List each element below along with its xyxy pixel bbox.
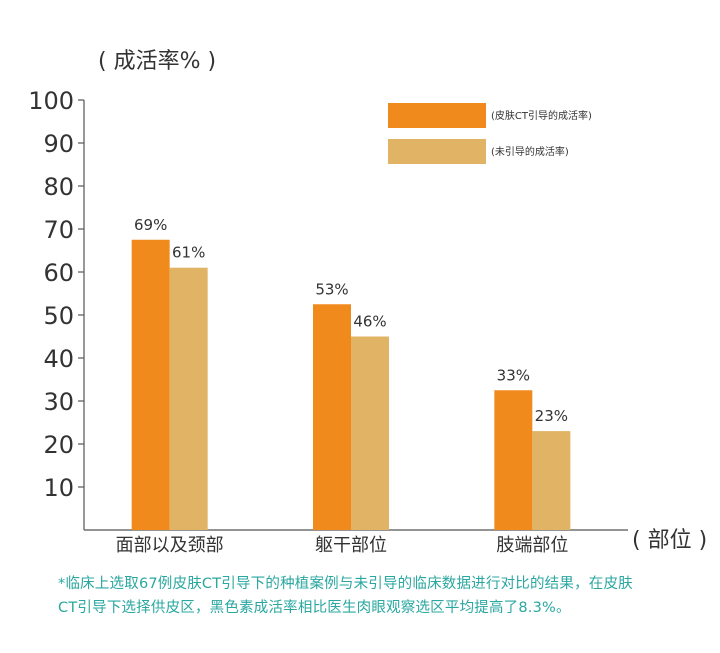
legend-swatch	[388, 139, 486, 164]
x-axis-title: ( 部位 )	[632, 528, 707, 553]
x-tick-label: 面部以及颈部	[116, 535, 224, 556]
chart: ( 成活率% ) ( 部位 ) 10 20 30 40 50 60 70 80 90 100 面部…	[28, 49, 707, 556]
y-tick-label: 90	[43, 130, 74, 158]
x-ticks: 面部以及颈部 躯干部位 肢端部位	[116, 535, 569, 556]
bar-value-label: 46%	[353, 313, 386, 331]
bar	[532, 431, 571, 530]
legend: (皮肤CT引导的成活率) (未引导的成活率)	[388, 103, 592, 164]
bar-value-label: 61%	[172, 244, 205, 262]
legend-label: (未引导的成活率)	[491, 145, 569, 158]
bar-value-label: 69%	[134, 216, 167, 234]
bar	[351, 336, 389, 530]
x-tick-label: 躯干部位	[315, 535, 387, 556]
x-tick-label: 肢端部位	[496, 535, 568, 556]
y-ticks: 10 20 30 40 50 60 70 80 90 100	[28, 87, 84, 502]
y-tick-label: 20	[43, 431, 74, 459]
y-tick-label: 70	[43, 216, 74, 244]
legend-label: (皮肤CT引导的成活率)	[491, 109, 592, 122]
y-tick-label: 50	[43, 302, 74, 330]
bar-chart: ( 成活率% ) ( 部位 ) 10 20 30 40 50 60 70 80 90 100 面部…	[28, 49, 707, 556]
bar	[494, 390, 533, 530]
legend-swatch	[388, 103, 486, 128]
footnote-line-1: *临床上选取67例皮肤CT引导下的种植案例与未引导的临床数据进行对比的结果，在皮…	[58, 576, 633, 592]
bar-value-label: 53%	[315, 280, 348, 298]
bars	[131, 239, 571, 530]
bar	[313, 304, 351, 530]
y-tick-label: 30	[43, 388, 74, 416]
bar	[169, 267, 208, 530]
y-tick-label: 10	[43, 474, 74, 502]
y-tick-label: 40	[43, 345, 74, 373]
value-labels: 69% 61% 53% 46% 33% 23%	[134, 216, 568, 425]
y-tick-label: 100	[28, 87, 74, 115]
bar-value-label: 33%	[497, 366, 530, 384]
footnote: *临床上选取67例皮肤CT引导下的种植案例与未引导的临床数据进行对比的结果，在皮…	[58, 572, 698, 620]
bar-value-label: 23%	[535, 407, 568, 425]
bar	[131, 239, 170, 530]
y-axis-title: ( 成活率% )	[98, 49, 216, 74]
y-tick-label: 80	[43, 173, 74, 201]
y-tick-label: 60	[43, 259, 74, 287]
footnote-line-2: CT引导下选择供皮区，黑色素成活率相比医生肉眼观察选区平均提高了8.3%。	[58, 600, 571, 616]
